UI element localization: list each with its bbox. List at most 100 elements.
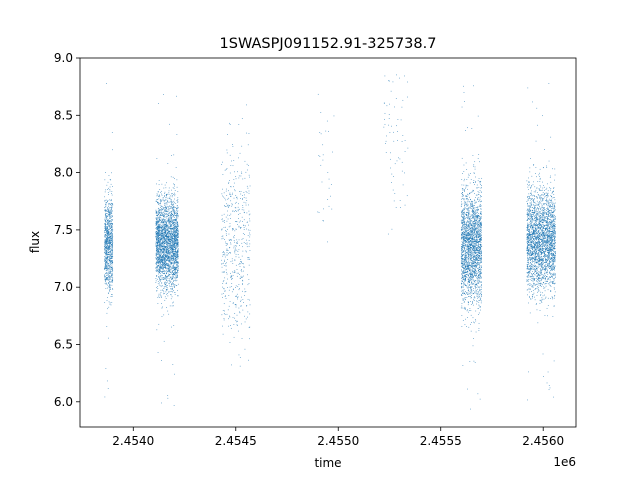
data-point <box>174 234 175 236</box>
data-point <box>165 284 166 285</box>
data-point <box>109 291 111 293</box>
data-point <box>157 283 159 285</box>
data-point <box>107 209 109 211</box>
data-point <box>464 292 466 294</box>
data-point <box>163 238 165 240</box>
data-point <box>470 242 472 244</box>
data-point <box>111 236 113 238</box>
data-point <box>461 274 463 276</box>
data-point <box>162 243 164 245</box>
data-point <box>107 256 108 257</box>
data-point <box>461 106 463 108</box>
data-point <box>165 232 167 233</box>
data-point <box>157 243 158 244</box>
data-point <box>481 296 483 297</box>
data-point <box>248 283 250 284</box>
data-point <box>472 270 474 272</box>
data-point <box>474 182 476 183</box>
data-point <box>465 297 466 299</box>
data-point <box>112 263 113 265</box>
data-point <box>108 259 110 261</box>
data-point <box>163 234 164 236</box>
data-point <box>166 248 168 249</box>
data-point <box>461 286 462 288</box>
data-point <box>240 305 242 307</box>
data-point <box>170 259 172 261</box>
data-point <box>167 227 169 228</box>
data-point <box>162 255 164 256</box>
data-point <box>177 243 179 244</box>
data-point <box>222 188 223 190</box>
data-point <box>223 271 224 273</box>
data-point <box>475 229 477 230</box>
data-point <box>162 233 164 235</box>
data-point <box>178 262 179 263</box>
data-point <box>471 244 473 246</box>
data-point <box>238 272 239 274</box>
data-point <box>470 274 472 275</box>
data-point <box>163 243 165 245</box>
data-point <box>402 184 404 186</box>
data-point <box>240 175 242 177</box>
data-point <box>163 263 165 265</box>
data-point <box>475 320 477 322</box>
data-point <box>464 212 466 214</box>
data-point <box>156 228 158 230</box>
data-point <box>105 219 106 221</box>
data-point <box>167 262 169 264</box>
data-point <box>241 118 243 119</box>
data-point <box>155 250 157 252</box>
observing-season <box>221 104 251 367</box>
data-point <box>159 293 161 295</box>
data-point <box>158 221 159 223</box>
data-point <box>246 305 248 306</box>
data-point <box>232 277 233 279</box>
data-point <box>107 259 109 261</box>
data-point <box>162 208 164 210</box>
data-point <box>165 235 167 236</box>
data-point <box>159 233 161 234</box>
data-point <box>170 211 172 212</box>
data-point <box>478 300 480 301</box>
data-point <box>175 233 177 235</box>
data-point <box>157 352 159 353</box>
data-point <box>110 232 111 234</box>
data-point <box>175 261 177 263</box>
data-point <box>245 197 247 199</box>
data-point <box>463 308 465 309</box>
data-point <box>170 281 172 282</box>
data-point <box>164 216 166 218</box>
data-point <box>234 249 236 251</box>
data-point <box>164 237 165 238</box>
data-point <box>164 265 166 266</box>
data-point <box>109 258 111 260</box>
data-point <box>164 270 166 272</box>
data-point <box>241 262 242 264</box>
data-point <box>167 213 169 215</box>
data-point <box>238 226 240 228</box>
data-point <box>105 223 106 225</box>
data-point <box>108 225 110 226</box>
data-point <box>156 263 158 265</box>
data-point <box>167 288 169 290</box>
data-point <box>104 219 105 221</box>
data-point <box>169 243 171 244</box>
data-point <box>246 251 247 253</box>
data-point <box>112 256 113 258</box>
data-point <box>238 214 239 215</box>
data-point <box>112 235 113 237</box>
data-point <box>463 248 465 250</box>
data-point <box>108 233 110 235</box>
data-point <box>165 246 167 247</box>
data-point <box>105 268 106 270</box>
data-point <box>104 276 106 277</box>
data-point <box>241 271 243 273</box>
data-point <box>165 221 167 223</box>
data-point <box>105 228 107 229</box>
data-point <box>467 219 469 221</box>
data-point <box>473 242 475 243</box>
data-point <box>110 276 111 277</box>
data-point <box>247 274 248 276</box>
data-point <box>165 246 167 248</box>
data-point <box>169 248 171 249</box>
